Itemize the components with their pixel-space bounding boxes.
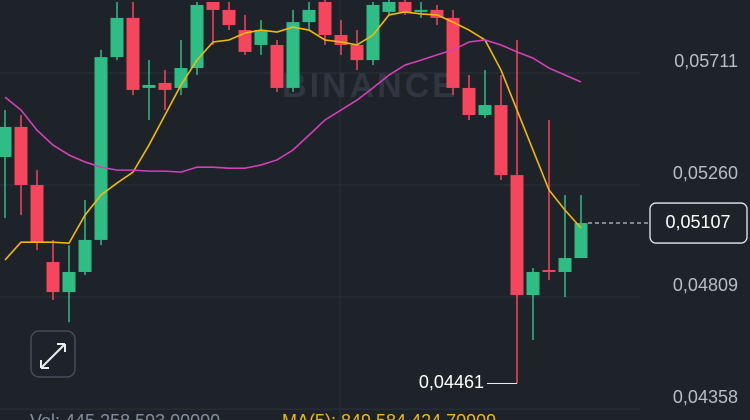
- volume-label: Vol: 445,258,593.00000: [30, 411, 220, 420]
- candle-body: [62, 271, 76, 293]
- candle-body: [398, 1, 412, 12]
- candle-body: [206, 1, 220, 10]
- candle-body: [574, 223, 588, 259]
- min-price-label: 0,04461: [419, 372, 484, 392]
- watermark: BINANCE: [282, 67, 458, 105]
- y-tick-label: 0,04358: [673, 387, 738, 407]
- candle-body: [462, 87, 476, 115]
- y-tick-label: 0,05260: [673, 163, 738, 183]
- candle-body: [558, 258, 572, 272]
- candle-body: [270, 44, 284, 88]
- candle-body: [158, 82, 172, 90]
- moving-average-line: [4, 39, 582, 173]
- candle-body: [190, 4, 204, 69]
- candle-body: [0, 126, 12, 157]
- candle-body: [414, 9, 428, 12]
- candle-body: [542, 269, 556, 272]
- candle-body: [478, 105, 492, 115]
- y-tick-label: 0,04809: [673, 275, 738, 295]
- candle-body: [222, 9, 236, 26]
- candle-body: [254, 30, 268, 45]
- candle-body: [126, 17, 140, 90]
- candle-body: [510, 175, 524, 296]
- candle-body: [334, 35, 348, 45]
- candle-body: [46, 262, 60, 293]
- candle-body: [318, 1, 332, 36]
- candle-body: [350, 44, 364, 61]
- candle-body: [494, 105, 508, 176]
- candle-body: [30, 185, 44, 243]
- last-price-label: 0,05107: [665, 212, 730, 232]
- last-price-box: [649, 202, 748, 244]
- candle-body: [94, 57, 108, 240]
- candle-body: [302, 9, 316, 23]
- candle-body: [142, 84, 156, 88]
- candle-body: [14, 126, 28, 186]
- plot: [0, 0, 588, 384]
- expand-icon: [40, 343, 66, 369]
- candle-body: [446, 17, 460, 88]
- ma-label: MA(5): 849,584,424.70909: [282, 411, 496, 420]
- candle-body: [366, 4, 380, 61]
- candle-body: [430, 9, 444, 18]
- expand-button-frame[interactable]: [30, 330, 76, 378]
- candle-body: [174, 68, 188, 88]
- candle-body: [238, 30, 252, 52]
- expand-button[interactable]: [30, 330, 76, 378]
- candle-body: [382, 1, 396, 12]
- candle-body: [526, 271, 540, 296]
- candle-body: [110, 17, 124, 58]
- candle-body: [286, 22, 300, 88]
- y-tick-label: 0,05711: [674, 51, 738, 71]
- candle-body: [78, 239, 92, 272]
